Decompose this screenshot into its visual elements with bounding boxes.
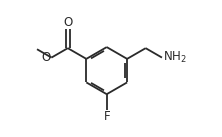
Text: F: F [103, 110, 110, 123]
Text: NH$_2$: NH$_2$ [163, 50, 187, 65]
Text: O: O [63, 16, 72, 29]
Text: O: O [41, 51, 51, 64]
